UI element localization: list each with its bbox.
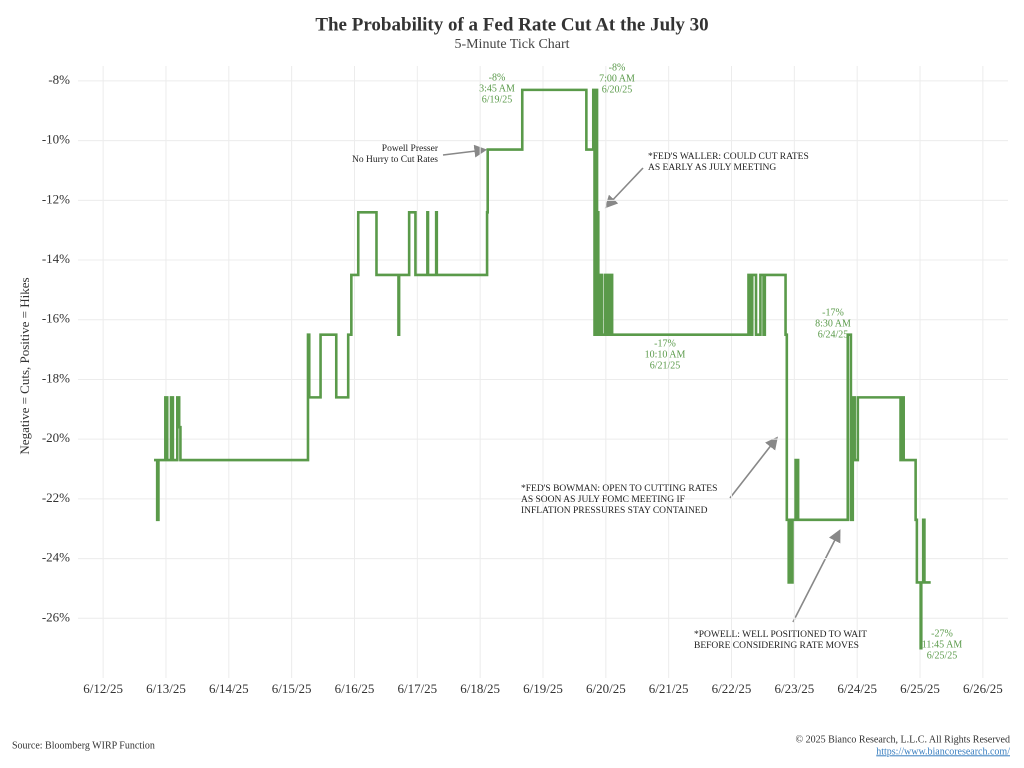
annotation: *FED'S WALLER: COULD CUT RATES xyxy=(648,152,809,162)
y-tick-label: -14% xyxy=(42,251,70,266)
annotation: 3:45 AM xyxy=(479,83,515,94)
annotation: INFLATION PRESSURES STAY CONTAINED xyxy=(521,506,708,516)
url-link[interactable]: https://www.biancoresearch.com/ xyxy=(876,746,1010,757)
y-tick-label: -16% xyxy=(42,311,70,326)
annotation: BEFORE CONSIDERING RATE MOVES xyxy=(694,641,859,651)
annotation: 6/21/25 xyxy=(650,360,681,371)
x-tick-label: 6/14/25 xyxy=(209,681,249,696)
x-tick-label: 6/21/25 xyxy=(649,681,689,696)
annotation: -17% xyxy=(654,338,676,349)
x-tick-label: 6/25/25 xyxy=(900,681,940,696)
source: Source: Bloomberg WIRP Function xyxy=(12,740,155,751)
x-tick-label: 6/17/25 xyxy=(397,681,437,696)
annotation: 6/24/25 xyxy=(818,329,849,340)
x-tick-label: 6/23/25 xyxy=(774,681,814,696)
data-line xyxy=(154,88,931,650)
annotation: -17% xyxy=(822,307,844,318)
x-tick-label: 6/16/25 xyxy=(335,681,375,696)
annotation: 8:30 AM xyxy=(815,318,851,329)
annotation: AS EARLY AS JULY MEETING xyxy=(648,163,776,173)
annotation: AS SOON AS JULY FOMC MEETING IF xyxy=(521,495,685,505)
arrow xyxy=(604,167,644,209)
y-tick-label: -22% xyxy=(42,490,70,505)
annotation: *FED'S BOWMAN: OPEN TO CUTTING RATES xyxy=(521,484,717,494)
x-tick-label: 6/19/25 xyxy=(523,681,563,696)
annotation: 11:45 AM xyxy=(922,639,963,650)
x-tick-label: 6/18/25 xyxy=(460,681,500,696)
x-tick-label: 6/15/25 xyxy=(272,681,312,696)
annotation: -8% xyxy=(609,62,626,73)
x-tick-label: 6/26/25 xyxy=(963,681,1003,696)
annotation: 6/20/25 xyxy=(602,84,633,95)
copyright: © 2025 Bianco Research, L.L.C. All Right… xyxy=(795,734,1010,745)
annotation: 6/19/25 xyxy=(482,94,513,105)
annotation: *POWELL: WELL POSITIONED TO WAIT xyxy=(694,630,867,640)
y-tick-label: -8% xyxy=(48,72,70,87)
y-tick-label: -20% xyxy=(42,430,70,445)
x-tick-label: 6/12/25 xyxy=(83,681,123,696)
y-tick-label: -24% xyxy=(42,550,70,565)
chart-subtitle: 5-Minute Tick Chart xyxy=(454,37,569,52)
x-tick-label: 6/24/25 xyxy=(837,681,877,696)
x-tick-label: 6/22/25 xyxy=(712,681,752,696)
x-tick-label: 6/20/25 xyxy=(586,681,626,696)
arrow xyxy=(792,529,841,623)
chart-title: The Probability of a Fed Rate Cut At the… xyxy=(315,14,708,35)
annotation: No Hurry to Cut Rates xyxy=(352,155,438,165)
y-tick-label: -26% xyxy=(42,609,70,624)
annotation: 7:00 AM xyxy=(599,73,635,84)
annotation: -8% xyxy=(489,72,506,83)
y-tick-label: -18% xyxy=(42,370,70,385)
arrow xyxy=(442,144,488,158)
y-axis-label: Negative = Cuts, Positive = Hikes xyxy=(17,277,32,454)
arrow xyxy=(729,436,778,499)
annotation: 10:10 AM xyxy=(645,349,686,360)
annotation: -27% xyxy=(931,628,953,639)
y-tick-label: -10% xyxy=(42,132,70,147)
y-tick-label: -12% xyxy=(42,191,70,206)
annotation: Powell Presser xyxy=(382,144,439,154)
annotation: 6/25/25 xyxy=(927,650,958,661)
x-tick-label: 6/13/25 xyxy=(146,681,186,696)
